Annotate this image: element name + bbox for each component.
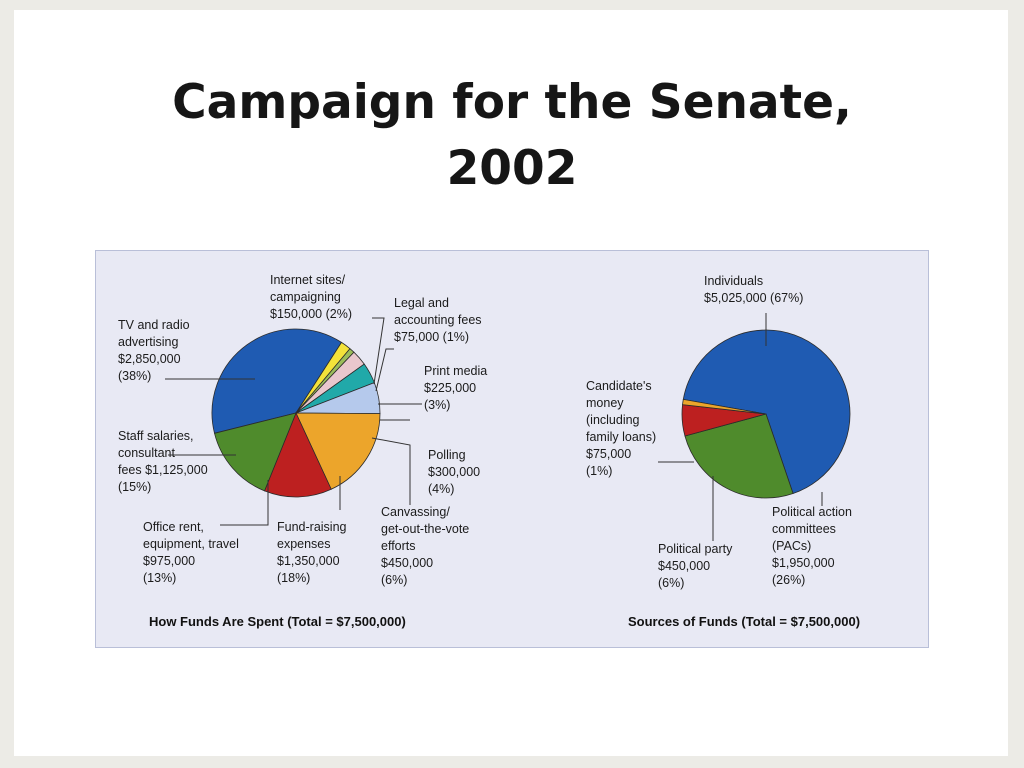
spent-leader-office-rent xyxy=(220,480,269,526)
sources-slice-political-action xyxy=(684,413,794,499)
slide-title-line-1: Campaign for the Senate, xyxy=(172,75,852,130)
spent-leader-internet-sites xyxy=(372,317,385,385)
spent-label-fund-raising: Fund-raising expenses $1,350,000 (18%) xyxy=(277,520,347,585)
sources-label-political-action: Political action committees (PACs) $1,950,0… xyxy=(772,505,852,587)
spent-chart-title: How Funds Are Spent (Total = $7,500,000) xyxy=(149,614,406,629)
spent-label-staff-salaries: Staff salaries, consultant fees $1,125,000… xyxy=(118,429,208,494)
spent-leader-legal-and xyxy=(375,348,394,392)
spent-slice-staff-salaries xyxy=(214,412,297,492)
spent-label-print-media: Print media $225,000 (3%) xyxy=(424,364,487,412)
spent-slice-fund-raising xyxy=(295,412,381,490)
spent-label-internet-sites: Internet sites/campaigning $150,000 (2%) xyxy=(270,273,352,321)
spent-label-tv-and-radio: TV and radio advertising $2,850,000 (38%) xyxy=(118,318,190,383)
spent-slice-office-rent xyxy=(264,411,332,498)
spent-label-polling: Polling $300,000 (4%) xyxy=(428,448,480,496)
sources-label-individuals: Individuals $5,025,000 (67%) xyxy=(704,274,803,305)
spent-leader-canvassing xyxy=(371,437,411,505)
sources-slice-individuals xyxy=(682,329,851,495)
spent-slice-tv-and-radio xyxy=(211,328,343,434)
spent-label-office-rent: Office rent, equipment, travel $975,000 (13… xyxy=(143,520,239,585)
spent-label-legal-and: Legal and accounting fees $75,000 (1%) xyxy=(394,296,482,344)
slide-title: Campaign for the Senate, 2002 xyxy=(0,70,1024,202)
slide-title-line-2: 2002 xyxy=(446,141,578,196)
sources-label-candidate-s: Candidate's money (including family loans) $… xyxy=(586,379,656,478)
sources-chart-title: Sources of Funds (Total = $7,500,000) xyxy=(628,614,860,629)
sources-slice-candidate-s xyxy=(682,398,767,415)
spent-label-canvassing: Canvassing/get-out-the-vote efforts $450,0… xyxy=(381,505,469,587)
sources-label-political-party: Political party $450,000 (6%) xyxy=(658,542,733,590)
